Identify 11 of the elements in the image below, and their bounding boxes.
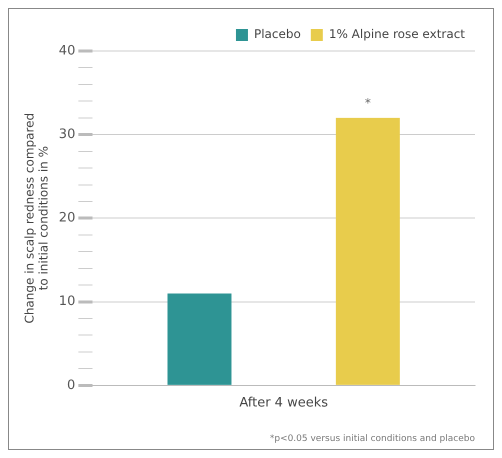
y-tick-label: 30 (58, 126, 76, 142)
y-tick-label: 20 (58, 210, 76, 226)
legend-label: Placebo (254, 27, 301, 42)
annotation: * (364, 96, 371, 110)
y-tick-label: 0 (67, 378, 76, 393)
y-tick-label: 40 (58, 43, 76, 58)
text: *p<0.05 versus initial conditions and placebo (270, 434, 476, 444)
y-tick-label: 10 (58, 294, 76, 310)
y-axis-title: Change in scalp redness compared to initial conditions in % (22, 112, 51, 324)
legend-label: 1% Alpine rose extract (328, 27, 466, 42)
x-tick-label: After 4 weeks (239, 396, 328, 411)
